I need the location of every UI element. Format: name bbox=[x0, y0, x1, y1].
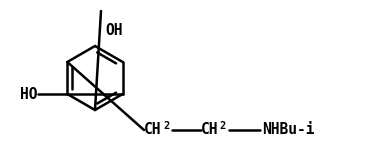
Text: CH: CH bbox=[201, 123, 219, 138]
Text: OH: OH bbox=[105, 23, 122, 38]
Text: NHBu-i: NHBu-i bbox=[262, 123, 315, 138]
Text: CH: CH bbox=[144, 123, 162, 138]
Text: 2: 2 bbox=[220, 121, 226, 131]
Text: 2: 2 bbox=[163, 121, 169, 131]
Text: HO: HO bbox=[20, 87, 37, 102]
